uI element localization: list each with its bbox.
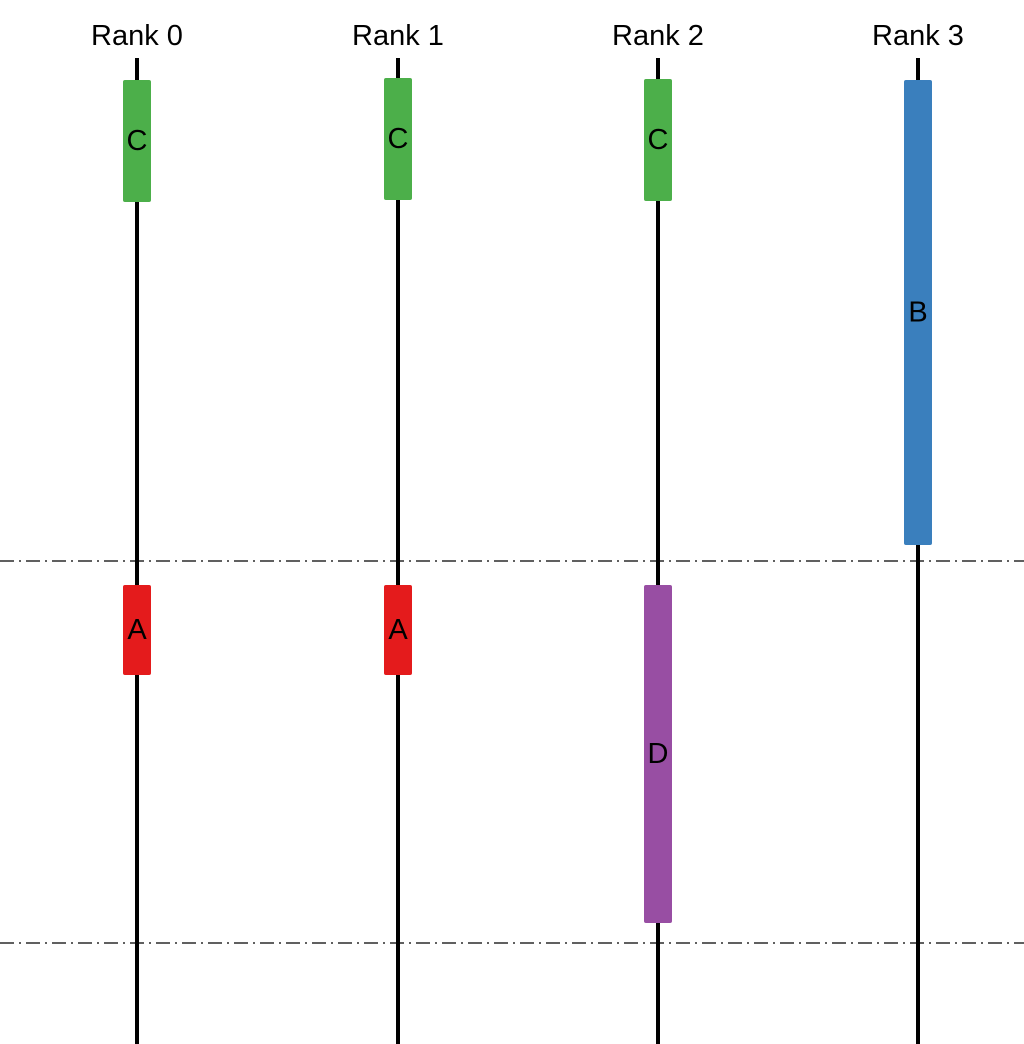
block-label: C bbox=[388, 123, 409, 155]
block-b-rank-3 bbox=[904, 80, 932, 545]
block-d-rank-2 bbox=[644, 585, 672, 923]
block-c-rank-1 bbox=[384, 78, 412, 200]
phase-separators bbox=[0, 560, 1024, 944]
rank-labels: Rank 0 Rank 1 Rank 2 Rank 3 bbox=[91, 20, 964, 52]
task-blocks: C C C B A A D bbox=[123, 78, 932, 923]
rank-0-label: Rank 0 bbox=[91, 20, 183, 52]
block-label: A bbox=[388, 614, 408, 646]
block-a-rank-1 bbox=[384, 585, 412, 675]
block-a-rank-0 bbox=[123, 585, 151, 675]
block-c-rank-2 bbox=[644, 79, 672, 201]
rank-3-label: Rank 3 bbox=[872, 20, 964, 52]
block-c-rank-0 bbox=[123, 80, 151, 202]
block-label: B bbox=[908, 297, 927, 329]
rank-2-label: Rank 2 bbox=[612, 20, 704, 52]
block-label: A bbox=[127, 614, 147, 646]
rank-timelines bbox=[135, 58, 920, 1044]
block-label: C bbox=[127, 125, 148, 157]
rank-1-label: Rank 1 bbox=[352, 20, 444, 52]
block-label: D bbox=[648, 738, 669, 770]
block-label: C bbox=[648, 124, 669, 156]
